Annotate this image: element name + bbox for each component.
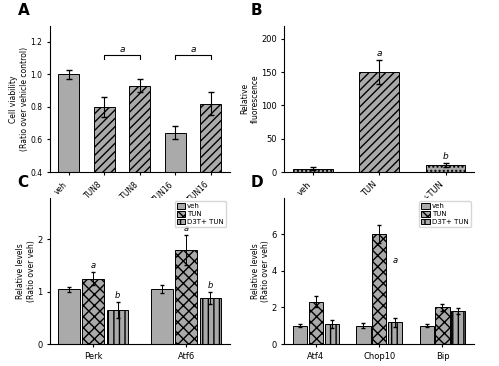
Text: B: B: [250, 3, 262, 18]
Text: a: a: [393, 256, 398, 265]
Legend: veh, TUN, D3T+ TUN: veh, TUN, D3T+ TUN: [419, 201, 471, 227]
Bar: [58, 74, 79, 237]
Bar: [151, 289, 173, 344]
Bar: [165, 133, 186, 237]
Y-axis label: Relative
fluorescence: Relative fluorescence: [240, 75, 259, 123]
Bar: [356, 326, 371, 344]
Text: a: a: [119, 45, 125, 54]
Bar: [325, 324, 339, 344]
Bar: [451, 311, 466, 344]
Bar: [129, 86, 150, 237]
Y-axis label: Relative levels
(Ratio over veh): Relative levels (Ratio over veh): [250, 240, 270, 302]
Bar: [420, 326, 434, 344]
Y-axis label: Relative levels
(Ratio over veh): Relative levels (Ratio over veh): [16, 240, 35, 302]
Bar: [388, 322, 402, 344]
Bar: [82, 279, 104, 344]
Bar: [359, 72, 399, 172]
Text: C: C: [17, 175, 28, 190]
Legend: veh, TUN, D3T+ TUN: veh, TUN, D3T+ TUN: [175, 201, 226, 227]
Y-axis label: Cell viability
(Ratio over vehicle control): Cell viability (Ratio over vehicle contr…: [9, 47, 29, 151]
Text: a: a: [91, 261, 96, 270]
Text: a: a: [376, 49, 382, 57]
Bar: [175, 250, 197, 344]
Text: b: b: [115, 291, 120, 300]
Text: a: a: [190, 45, 196, 54]
Bar: [309, 302, 323, 344]
Bar: [372, 234, 386, 344]
Bar: [436, 307, 450, 344]
Text: b: b: [208, 281, 213, 290]
Text: a: a: [184, 224, 189, 233]
Bar: [58, 289, 80, 344]
Text: b: b: [443, 152, 449, 161]
Bar: [426, 165, 466, 172]
Text: A: A: [17, 3, 29, 18]
Bar: [107, 310, 128, 344]
Bar: [293, 326, 307, 344]
Bar: [200, 298, 222, 344]
Bar: [293, 169, 333, 172]
Text: D: D: [250, 175, 263, 190]
Bar: [94, 107, 115, 237]
Bar: [200, 104, 222, 237]
